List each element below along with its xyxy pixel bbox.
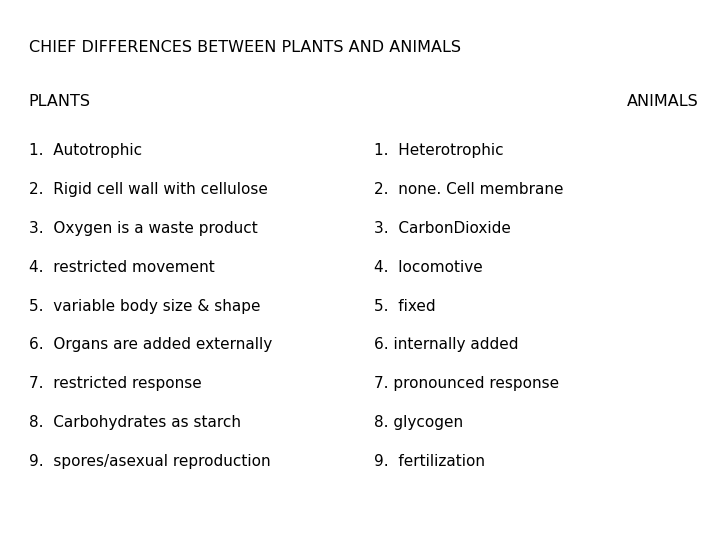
Text: 4.  locomotive: 4. locomotive bbox=[374, 260, 483, 275]
Text: 2.  Rigid cell wall with cellulose: 2. Rigid cell wall with cellulose bbox=[29, 182, 268, 197]
Text: 6.  Organs are added externally: 6. Organs are added externally bbox=[29, 338, 272, 353]
Text: PLANTS: PLANTS bbox=[29, 94, 91, 110]
Text: 1.  Heterotrophic: 1. Heterotrophic bbox=[374, 143, 504, 158]
Text: 2.  none. Cell membrane: 2. none. Cell membrane bbox=[374, 182, 564, 197]
Text: 3.  CarbonDioxide: 3. CarbonDioxide bbox=[374, 221, 511, 236]
Text: 1.  Autotrophic: 1. Autotrophic bbox=[29, 143, 142, 158]
Text: 6. internally added: 6. internally added bbox=[374, 338, 519, 353]
Text: 7.  restricted response: 7. restricted response bbox=[29, 376, 202, 392]
Text: 5.  fixed: 5. fixed bbox=[374, 299, 436, 314]
Text: 5.  variable body size & shape: 5. variable body size & shape bbox=[29, 299, 261, 314]
Text: 9.  fertilization: 9. fertilization bbox=[374, 454, 485, 469]
Text: ANIMALS: ANIMALS bbox=[626, 94, 698, 110]
Text: 8. glycogen: 8. glycogen bbox=[374, 415, 464, 430]
Text: 8.  Carbohydrates as starch: 8. Carbohydrates as starch bbox=[29, 415, 240, 430]
Text: 4.  restricted movement: 4. restricted movement bbox=[29, 260, 215, 275]
Text: 7. pronounced response: 7. pronounced response bbox=[374, 376, 559, 392]
Text: 3.  Oxygen is a waste product: 3. Oxygen is a waste product bbox=[29, 221, 258, 236]
Text: CHIEF DIFFERENCES BETWEEN PLANTS AND ANIMALS: CHIEF DIFFERENCES BETWEEN PLANTS AND ANI… bbox=[29, 40, 461, 56]
Text: 9.  spores/asexual reproduction: 9. spores/asexual reproduction bbox=[29, 454, 271, 469]
